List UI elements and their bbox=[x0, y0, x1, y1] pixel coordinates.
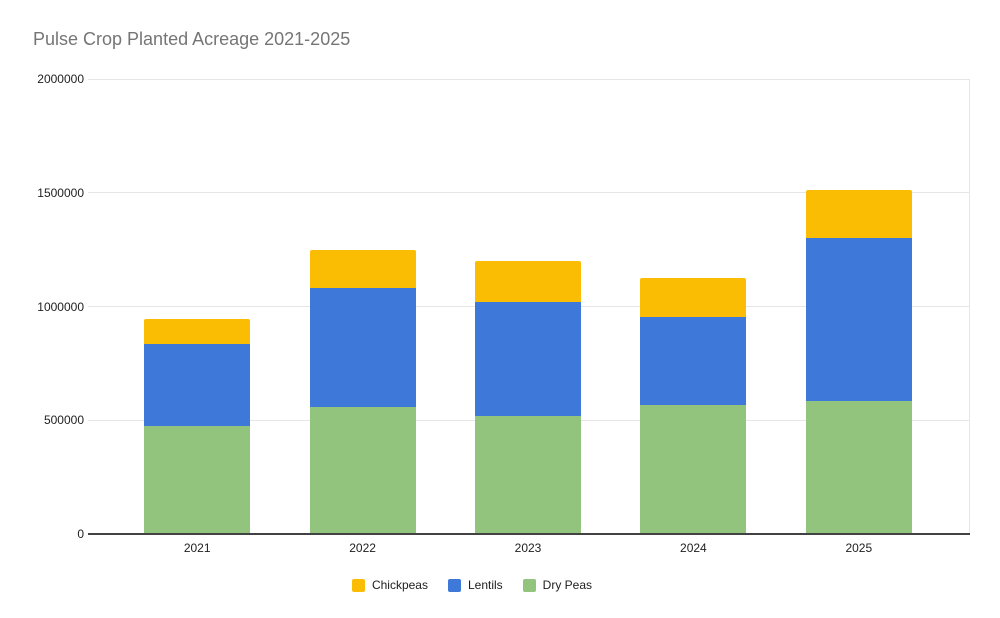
bar-segment-chickpeas-2023[interactable] bbox=[475, 261, 581, 302]
bar-segment-lentils-2024[interactable] bbox=[640, 316, 747, 406]
bar-segment-dry-peas-2023[interactable] bbox=[475, 415, 581, 534]
chart-title: Pulse Crop Planted Acreage 2021-2025 bbox=[33, 29, 351, 49]
bar-segment-lentils-2022[interactable] bbox=[309, 288, 416, 407]
legend-item-lentils[interactable]: Lentils bbox=[447, 578, 503, 593]
bar-segment-dry-peas-2025[interactable] bbox=[805, 400, 912, 534]
legend-label-lentils: Lentils bbox=[467, 578, 503, 592]
bar-segment-chickpeas-2022[interactable] bbox=[309, 249, 416, 289]
bar-segment-dry-peas-2021[interactable] bbox=[144, 425, 251, 534]
legend-item-dry-peas[interactable]: Dry Peas bbox=[522, 578, 593, 593]
y-axis-tick-label: 500000 bbox=[43, 413, 84, 428]
y-gridline-2000000 bbox=[88, 78, 970, 80]
bar-segment-lentils-2023[interactable] bbox=[475, 301, 581, 416]
x-axis-label-2021: 2021 bbox=[183, 541, 211, 555]
x-axis-label-2022: 2022 bbox=[349, 541, 376, 555]
chart-legend: Chickpeas Lentils Dry Peas bbox=[0, 578, 944, 593]
y-axis-tick-label: 1000000 bbox=[37, 299, 84, 314]
y-axis-tick-label: 1500000 bbox=[37, 185, 84, 200]
bar-segment-dry-peas-2022[interactable] bbox=[309, 406, 416, 534]
legend-swatch-chickpeas bbox=[351, 579, 365, 592]
legend-swatch-dry-peas bbox=[522, 579, 536, 592]
plot-right-border bbox=[969, 79, 970, 534]
y-gridline-1500000 bbox=[88, 192, 970, 194]
x-axis-label-2024: 2024 bbox=[680, 541, 707, 555]
legend-item-chickpeas[interactable]: Chickpeas bbox=[351, 578, 428, 593]
bar-segment-lentils-2021[interactable] bbox=[144, 344, 251, 426]
y-axis-tick-label: 0 bbox=[77, 527, 84, 541]
bar-segment-chickpeas-2021[interactable] bbox=[144, 319, 251, 345]
bar-segment-dry-peas-2024[interactable] bbox=[640, 405, 747, 534]
bar-segment-chickpeas-2024[interactable] bbox=[640, 278, 747, 317]
legend-label-dry-peas: Dry Peas bbox=[542, 578, 593, 592]
bar-segment-lentils-2025[interactable] bbox=[805, 238, 912, 401]
legend-swatch-lentils bbox=[447, 579, 461, 592]
x-axis-label-2025: 2025 bbox=[845, 541, 873, 555]
bar-segment-chickpeas-2025[interactable] bbox=[805, 190, 912, 239]
x-axis-label-2023: 2023 bbox=[514, 541, 542, 555]
y-axis-tick-label: 2000000 bbox=[37, 72, 84, 86]
x-axis-baseline bbox=[88, 533, 970, 535]
legend-label-chickpeas: Chickpeas bbox=[371, 578, 428, 592]
